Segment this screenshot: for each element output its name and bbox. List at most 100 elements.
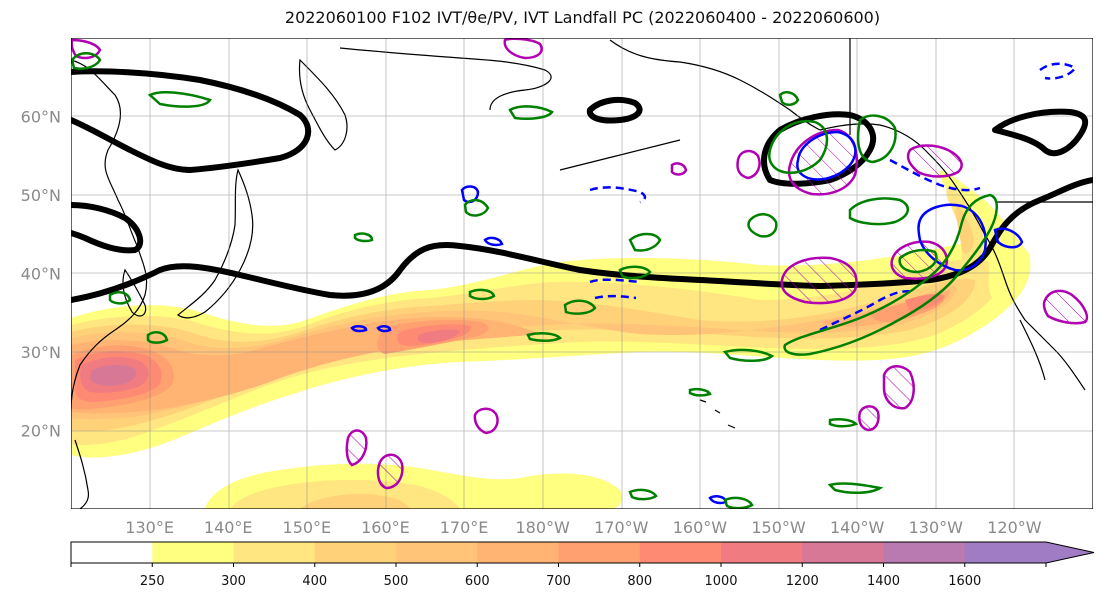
colorbar-tick-label: 1000 [704,574,737,589]
colorbar-extend-arrow [1046,542,1094,563]
lon-tick-label: 150°E [283,518,332,537]
colorbar-bin [314,542,397,563]
pc-small-1 [736,149,761,180]
theta-e-west [71,202,144,254]
pv-neg-dashed-1 [819,290,916,332]
map-plot-area [71,38,1093,509]
colorbar-tick-label: 400 [302,574,327,589]
pv-pos-w-5 [688,387,712,397]
lon-tick-label: 150°W [751,518,806,537]
colorbar-bin [396,542,478,563]
pv-neg-small-2 [483,236,504,247]
pc-mexico [1042,289,1089,325]
pv-pos-mid-4 [563,299,597,315]
lat-tick-label: 30°N [21,343,61,362]
pv-pos-n-1 [147,91,212,108]
colorbar-bin [152,542,234,563]
colorbar-tick-label: 800 [627,574,652,589]
pv-neg-dashed-2 [889,158,981,192]
ivt-400-coast [955,205,974,254]
pv-neg-small-3 [350,325,368,333]
colorbar-bin [639,542,722,563]
lat-tick-label: 60°N [21,108,61,127]
colorbar-bin [233,542,316,563]
ivt-600-west [71,290,950,414]
lat-tick-label: 40°N [21,265,61,284]
pv-pos-w-3 [353,232,374,243]
pv-pos-coast-2 [898,248,938,274]
coastline-aleutians [559,139,681,171]
pv-neg-small-4 [376,325,392,333]
latitude-labels: 20°N 30°N 40°N 50°N 60°N [21,108,61,441]
pv-pos-mid-7 [722,348,775,362]
pv-pos-gulf-2 [856,114,897,164]
pv-pos-mid-8 [526,332,563,342]
ivt-300-west [71,258,1005,446]
colorbar-tick-label: 500 [384,574,409,589]
colorbar-tick-label: 1600 [948,574,981,589]
colorbar-bin [71,542,153,563]
theta-e-alaska-loop [586,96,643,124]
pv-negative-contours [350,62,1077,505]
colorbar-bin [883,542,966,563]
ivt-400-south [300,494,410,509]
lon-tick-label: 160°E [361,518,410,537]
pv-pos-n-4 [778,91,800,106]
colorbar-tick-label: 1400 [867,574,900,589]
pc-west-1 [345,429,368,467]
pc-bc-coast [906,144,963,178]
pv-neg-coast-2 [993,227,1024,249]
colorbar-bin [964,542,1047,563]
colorbar-labels: 250 300 400 500 600 700 800 1000 1200 1400 1600 [70,563,1047,589]
colorbar-bin [477,542,559,563]
colorbar-tick-label: 600 [465,574,490,589]
pv-pos-s-3 [723,496,754,509]
lon-tick-label: 170°E [440,518,489,537]
pc-west-2 [376,453,404,490]
ivt-300-south [230,479,460,509]
colorbar-tick-label: 300 [221,574,246,589]
colorbar [70,541,1095,564]
lon-tick-label: 140°E [204,518,253,537]
pv-pos-s-1 [827,482,884,494]
pv-pos-w-1 [108,291,132,305]
lon-tick-label: 170°W [594,518,649,537]
ivt-1200-west [90,364,137,386]
theta-e-canada [992,108,1089,157]
theta-e-north [71,68,312,174]
figure-title-container: 2022060100 F102 IVT/θe/PV, IVT Landfall … [0,0,1105,36]
pv-pos-w-2 [146,331,169,344]
pv-pos-coast-main [783,193,998,356]
colorbar-bin [558,542,641,563]
pc-hawaii-e [882,365,915,410]
figure-title: 2022060100 F102 IVT/θe/PV, IVT Landfall … [284,8,881,27]
pv-pos-n-3 [508,105,554,120]
pv-pos-mid-3 [628,232,662,252]
coastline-siberia [339,47,552,111]
ivt-1000-west [80,329,460,393]
lon-tick-label: 140°W [830,518,885,537]
pv-pos-w-4 [463,198,490,217]
pv-pos-mid-2 [747,213,778,238]
lat-tick-label: 50°N [21,186,61,205]
pc-west-3 [473,407,499,435]
pv-pos-mid [848,197,909,226]
coastline-philippines [74,439,90,509]
pv-pos-s-2 [628,488,658,501]
colorbar-tick-label: 1200 [786,574,819,589]
colorbar-bin [802,542,884,563]
pv-pos-mid-6 [468,288,496,301]
coastline-hawaii [699,399,736,429]
pc-north-2 [71,38,102,60]
lat-tick-label: 20°N [21,422,61,441]
colorbar-bin [721,542,803,563]
pv-positive-contours [71,52,998,509]
lon-tick-label: 130°E [125,518,174,537]
longitude-labels: 130°E 140°E 150°E 160°E 170°E 180°W 170°W 160°W… [125,518,1041,537]
pv-pos-mid-5 [618,265,652,280]
pv-neg-dashed-4 [589,186,647,204]
lon-tick-label: 130°W [909,518,964,537]
pc-small-2 [670,162,688,176]
lon-tick-label: 180°W [516,518,571,537]
